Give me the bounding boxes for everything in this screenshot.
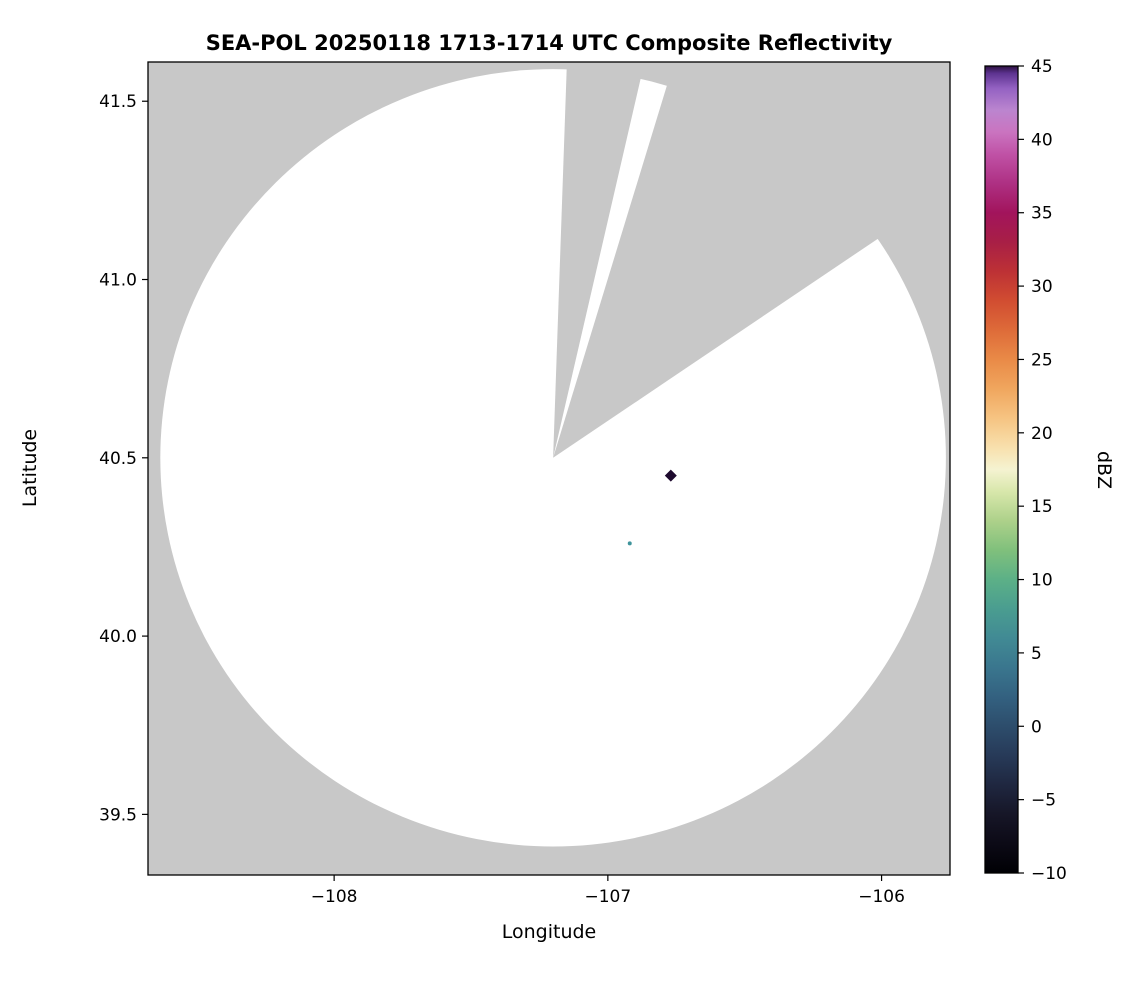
x-tick-label: −108 bbox=[311, 887, 358, 907]
y-tick-label: 40.5 bbox=[99, 449, 137, 469]
colorbar-tick-label: 35 bbox=[1031, 204, 1053, 224]
chart-title: SEA-POL 20250118 1713-1714 UTC Composite… bbox=[206, 31, 893, 55]
colorbar: 45 40 35 30 25 20 15 10 5 0 −5 −10 dBZ bbox=[984, 57, 1115, 884]
colorbar-ticks: 45 40 35 30 25 20 15 10 5 0 −5 −10 bbox=[1018, 57, 1067, 884]
y-axis: 39.5 40.0 40.5 41.0 41.5 bbox=[99, 92, 148, 825]
x-tick-label: −107 bbox=[584, 887, 631, 907]
colorbar-tick-label: 40 bbox=[1031, 130, 1053, 150]
y-tick-label: 40.0 bbox=[99, 627, 137, 647]
colorbar-label: dBZ bbox=[1093, 451, 1115, 489]
colorbar-tick-label: 5 bbox=[1031, 644, 1042, 664]
radar-coverage-layer bbox=[160, 62, 950, 847]
x-axis: −108 −107 −106 bbox=[311, 875, 905, 907]
colorbar-tick-label: 20 bbox=[1031, 424, 1053, 444]
y-tick-label: 41.0 bbox=[99, 271, 137, 291]
colorbar-bar bbox=[984, 65, 1019, 874]
colorbar-tick-label: 45 bbox=[1031, 57, 1053, 77]
colorbar-tick-label: 30 bbox=[1031, 277, 1053, 297]
colorbar-tick-label: 15 bbox=[1031, 497, 1053, 517]
echo-point bbox=[627, 541, 632, 546]
plot-border bbox=[147, 61, 951, 876]
missing-data-sector bbox=[553, 62, 950, 458]
plot-area bbox=[147, 61, 951, 876]
x-axis-label: Longitude bbox=[502, 921, 597, 943]
colorbar-tick-label: −5 bbox=[1031, 791, 1056, 811]
y-axis-label: Latitude bbox=[19, 429, 41, 507]
y-tick-label: 39.5 bbox=[99, 805, 137, 825]
x-tick-label: −106 bbox=[858, 887, 905, 907]
colorbar-tick-label: 25 bbox=[1031, 350, 1053, 370]
colorbar-tick-label: 10 bbox=[1031, 571, 1053, 591]
y-tick-label: 41.5 bbox=[99, 92, 137, 112]
missing-data-sector bbox=[553, 62, 645, 458]
echo-point bbox=[664, 469, 677, 482]
colorbar-tick-label: −10 bbox=[1031, 864, 1067, 884]
colorbar-tick-label: 0 bbox=[1031, 717, 1042, 737]
